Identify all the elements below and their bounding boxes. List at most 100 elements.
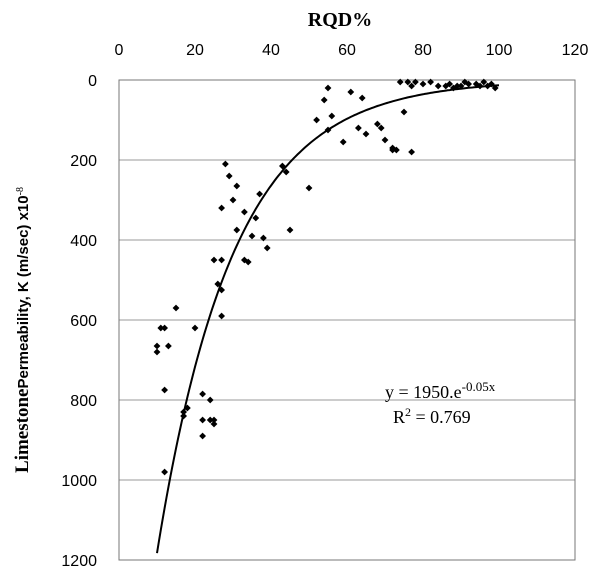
data-point (480, 78, 488, 86)
data-point (476, 82, 484, 90)
data-point (210, 256, 218, 264)
data-point (446, 80, 453, 88)
data-point (233, 226, 241, 234)
data-point (172, 304, 180, 312)
data-point (218, 312, 225, 320)
x-tick-label: 0 (115, 42, 124, 59)
data-point (241, 208, 248, 216)
data-point (199, 390, 206, 398)
y-tick-label: 800 (70, 393, 97, 410)
data-point (320, 96, 328, 104)
x-tick-label: 40 (262, 42, 280, 59)
data-points (153, 78, 499, 476)
x-tick-label: 80 (414, 42, 432, 59)
data-point (313, 116, 320, 124)
data-point (286, 226, 294, 234)
data-point (241, 256, 248, 264)
data-point (419, 80, 427, 88)
data-point (377, 124, 385, 132)
data-point (218, 286, 225, 294)
data-point (465, 80, 472, 88)
x-tick-label: 120 (562, 42, 589, 59)
y-tick-label: 600 (70, 313, 97, 330)
data-point (222, 160, 229, 168)
data-point (191, 324, 199, 332)
data-point (218, 256, 225, 264)
data-point (161, 468, 168, 476)
chart-title: RQD% (308, 9, 372, 31)
y-tick-labels: 0 200 400 600 800 1000 1200 (61, 73, 97, 569)
data-point (256, 190, 263, 198)
data-point (347, 88, 355, 96)
y-axis-label-bold: Limestone (12, 389, 33, 473)
data-point (412, 78, 419, 86)
data-point (374, 120, 381, 128)
data-point (206, 416, 214, 424)
x-tick-labels: 0 20 40 60 80 100 120 (115, 42, 589, 59)
data-point (263, 244, 271, 252)
r-squared-exponent: 2 (405, 405, 411, 419)
data-point (260, 234, 267, 242)
x-tick-label: 100 (486, 42, 513, 59)
data-point (362, 130, 370, 138)
data-point (491, 84, 499, 92)
data-point (393, 146, 400, 154)
y-tick-label: 400 (70, 233, 97, 250)
data-point (434, 82, 442, 90)
equation-exponent: -0.05x (462, 379, 496, 394)
data-point (210, 420, 218, 428)
data-point (396, 78, 404, 86)
equation-main: y = 1950.e (385, 382, 462, 402)
data-point (218, 204, 225, 212)
y-tick-label: 1000 (61, 473, 97, 490)
data-point (427, 78, 434, 86)
r-squared-annotation: R2 = 0.769 (393, 405, 471, 427)
data-point (165, 342, 172, 350)
data-point (324, 84, 332, 92)
data-point (214, 280, 222, 288)
data-point (328, 112, 336, 120)
data-point (184, 404, 191, 412)
data-point (153, 342, 161, 350)
y-axis-label-rest: Permeability, K (m/sec) x10 (15, 195, 32, 388)
y-tick-label: 1200 (61, 553, 97, 569)
r-squared-value: = 0.769 (411, 407, 471, 427)
r-squared-r: R (393, 407, 405, 427)
data-point (488, 80, 495, 88)
data-point (381, 136, 389, 144)
data-point (180, 412, 187, 420)
data-point (400, 108, 408, 116)
data-point (389, 146, 396, 154)
plot-area-border (118, 79, 576, 561)
data-point (161, 324, 168, 332)
data-point (457, 82, 465, 90)
data-point (279, 162, 286, 170)
data-point (305, 184, 313, 192)
data-point (339, 138, 347, 146)
data-point (244, 258, 252, 266)
equation-annotation: y = 1950.e-0.05x (385, 379, 496, 403)
y-tick-label: 0 (88, 73, 97, 90)
data-point (404, 78, 412, 86)
data-point (199, 416, 206, 424)
data-point (324, 126, 332, 134)
data-point (248, 232, 256, 240)
data-point (355, 124, 362, 132)
x-tick-label: 20 (186, 42, 204, 59)
x-tick-label: 60 (338, 42, 356, 59)
y-tick-label: 200 (70, 153, 97, 170)
data-point (199, 432, 206, 440)
data-point (229, 196, 237, 204)
data-point (161, 386, 168, 394)
data-point (157, 324, 165, 332)
data-point (453, 82, 461, 90)
data-point (408, 82, 415, 90)
gridlines (119, 159, 575, 481)
data-point (225, 172, 233, 180)
data-point (180, 408, 187, 416)
data-point (206, 396, 214, 404)
data-point (282, 168, 290, 176)
y-axis-label-exponent: -8 (15, 187, 26, 195)
